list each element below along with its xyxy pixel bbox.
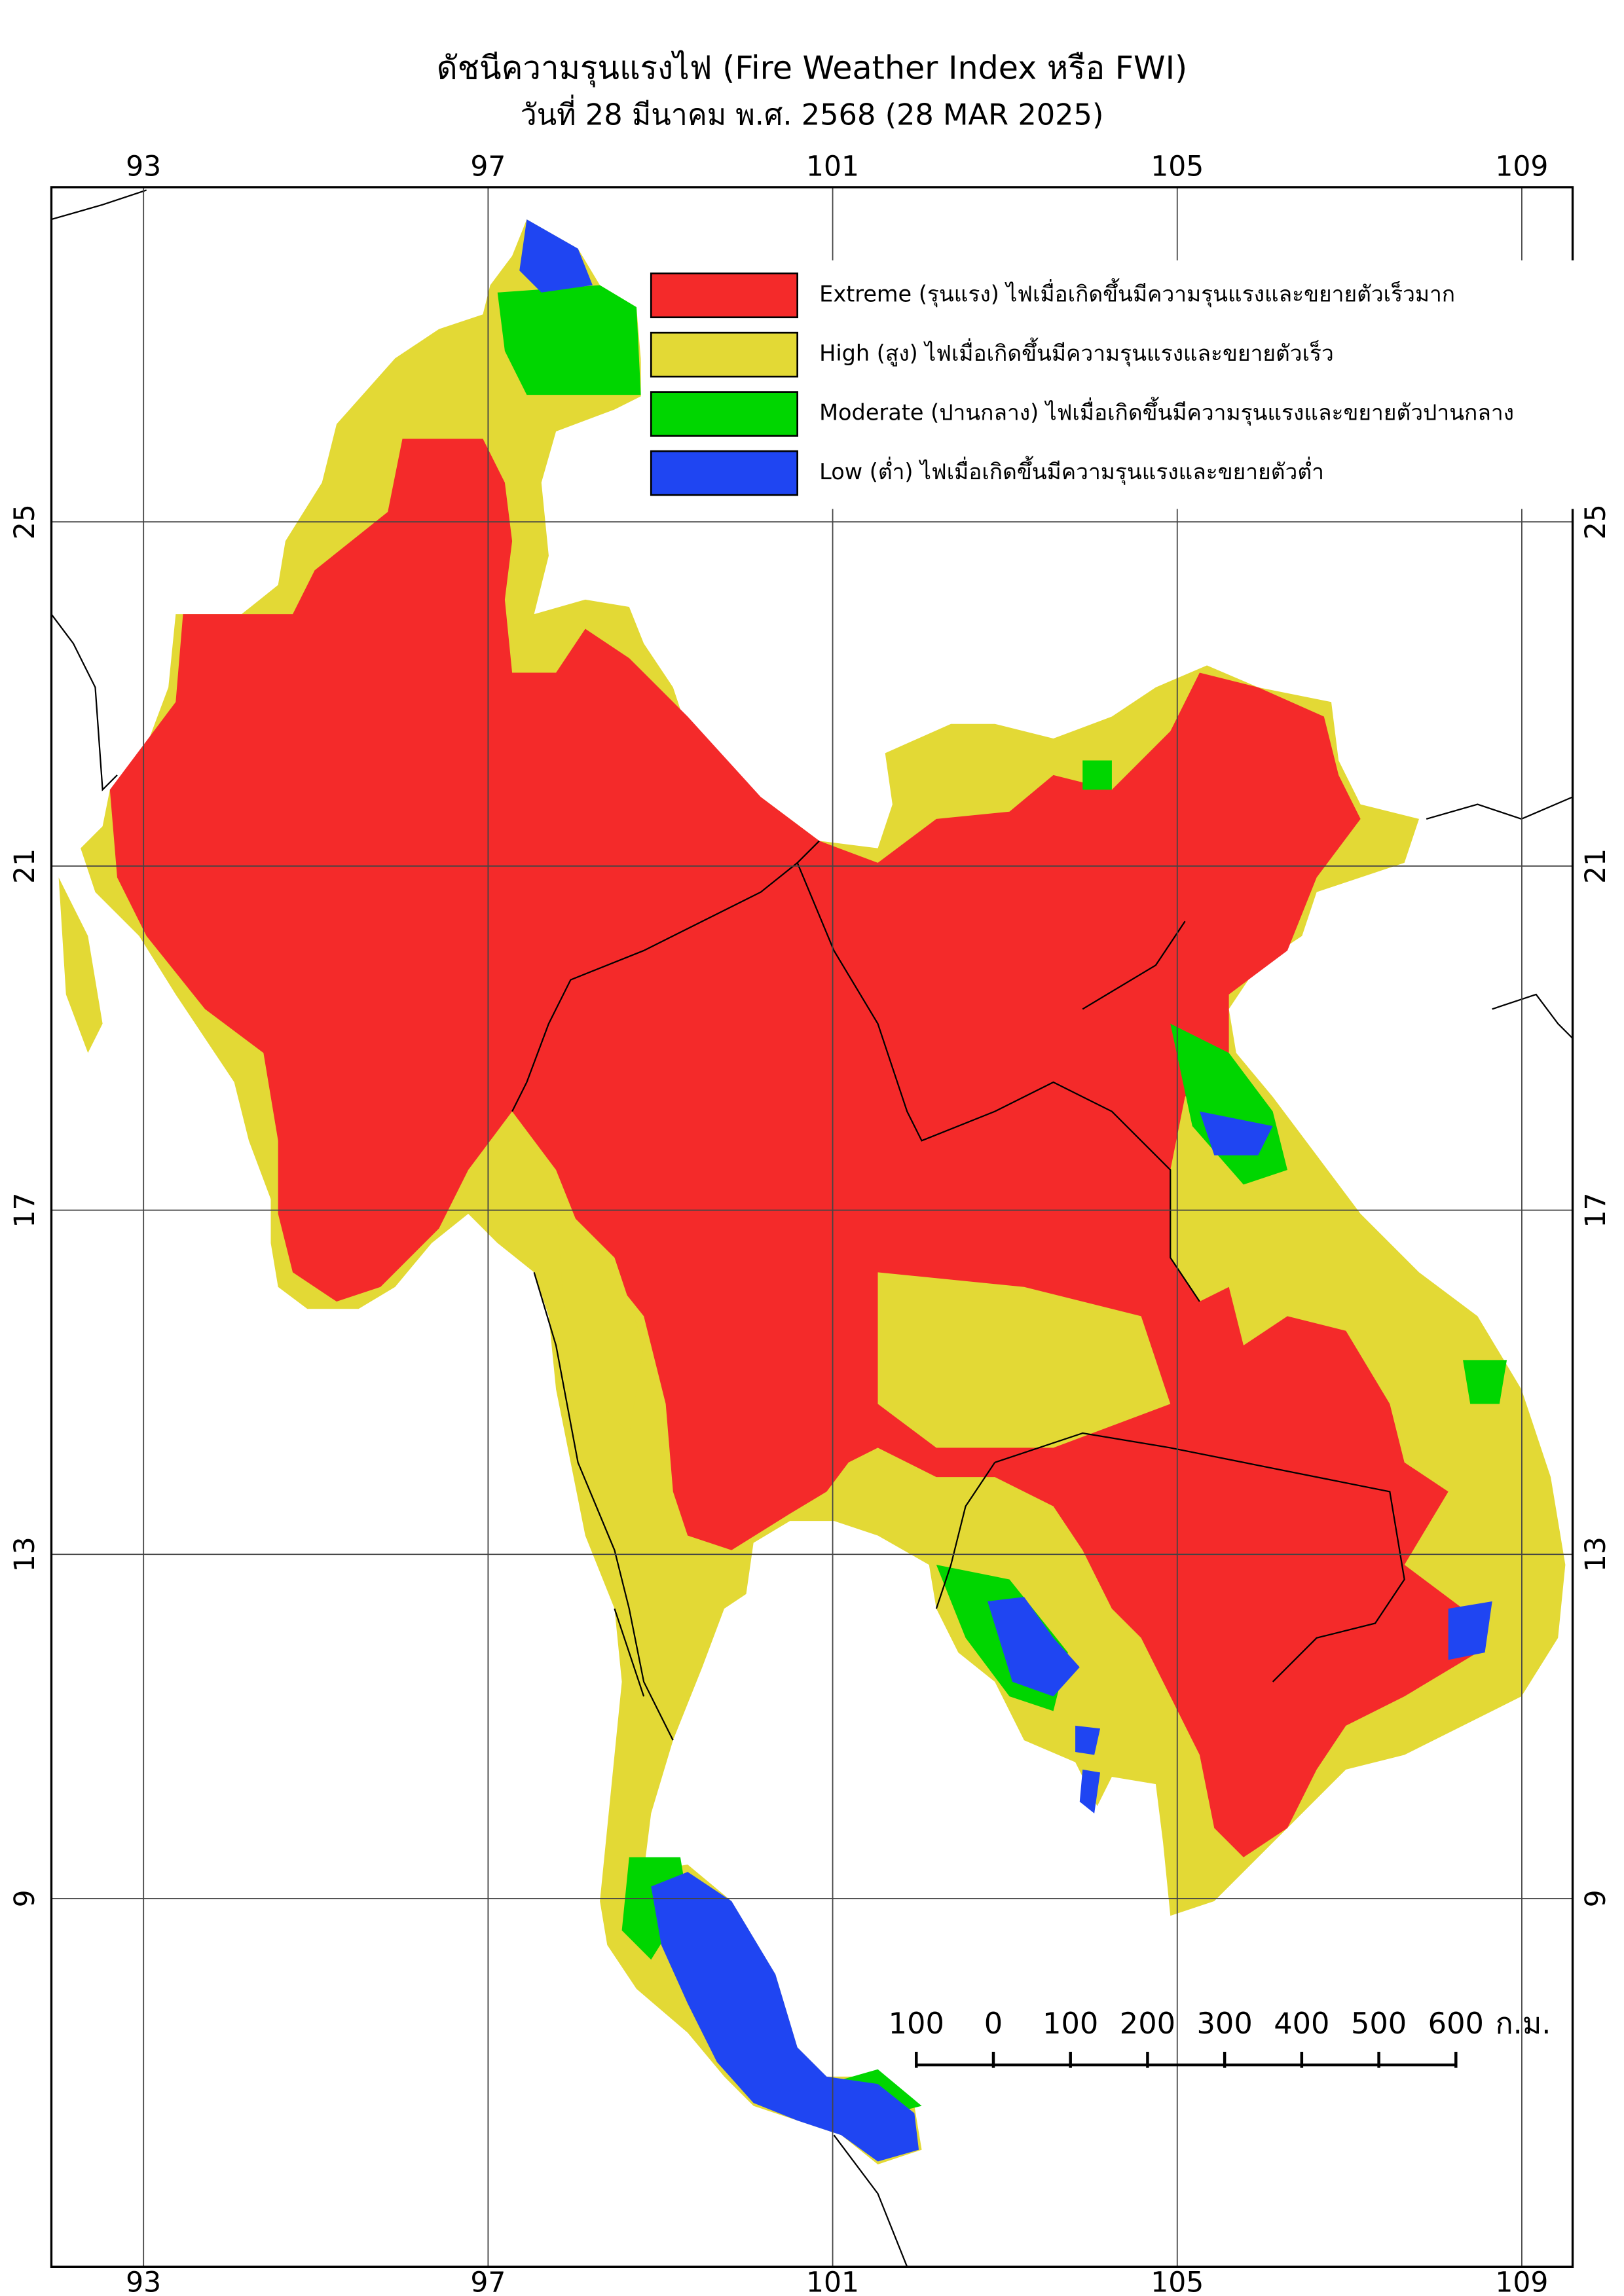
scale-label: 200: [1120, 2007, 1175, 2041]
y-tick-label: 21: [9, 848, 41, 884]
subtitle: วันที่ 28 มีนาคม พ.ศ. 2568 (28 MAR 2025): [521, 95, 1104, 132]
scale-label: 300: [1197, 2007, 1253, 2041]
y-tick-label: 17: [1580, 1192, 1612, 1228]
scale-label: 100: [1043, 2007, 1098, 2041]
x-tick-label: 109: [1495, 151, 1548, 183]
map-area: [51, 189, 1573, 2267]
coastline: [51, 189, 1573, 2267]
title: ดัชนีความรุนแรงไฟ (Fire Weather Index หร…: [437, 49, 1187, 88]
scale-label: 600: [1428, 2007, 1484, 2041]
x-tick-label: 93: [126, 151, 161, 183]
x-tick-label: 97: [470, 2267, 506, 2296]
x-tick-label: 101: [806, 2267, 859, 2296]
legend-label: Low (ต่ำ) ไฟเมื่อเกิดขึ้นมีความรุนแรงและ…: [819, 456, 1324, 485]
legend-swatch: [650, 450, 799, 496]
legend-label: Moderate (ปานกลาง) ไฟเมื่อเกิดขึ้นมีความ…: [819, 397, 1514, 426]
y-tick-label: 9: [1580, 1889, 1612, 1907]
y-tick-label: 9: [9, 1889, 41, 1907]
legend: Extreme (รุนแรง) ไฟเมื่อเกิดขึ้นมีความรุ…: [650, 272, 1514, 496]
y-tick-label: 13: [9, 1537, 41, 1572]
scale-unit: ก.ม.: [1496, 2007, 1551, 2041]
scale-label: 100: [889, 2007, 944, 2041]
map-frame: [50, 186, 1574, 2269]
legend-label: High (สูง) ไฟเมื่อเกิดขึ้นมีความรุนแรงแล…: [819, 337, 1334, 367]
legend-swatch: [650, 272, 799, 319]
x-tick-label: 105: [1151, 2267, 1204, 2296]
y-tick-label: 25: [1580, 504, 1612, 539]
land-extreme: [109, 439, 1478, 1857]
scale-label: 500: [1351, 2007, 1407, 2041]
x-tick-label: 97: [470, 151, 506, 183]
land-high: [58, 877, 1171, 1448]
legend-swatch: [650, 391, 799, 437]
legend-label: Extreme (รุนแรง) ไฟเมื่อเกิดขึ้นมีความรุ…: [819, 278, 1455, 308]
legend-swatch: [650, 331, 799, 378]
scale-label: 0: [984, 2007, 1003, 2041]
x-tick-label: 93: [126, 2267, 161, 2296]
y-tick-label: 25: [9, 504, 41, 539]
scale-label: 400: [1274, 2007, 1329, 2041]
x-tick-label: 105: [1151, 151, 1204, 183]
y-tick-label: 21: [1580, 848, 1612, 884]
graticule: [51, 187, 1573, 2267]
x-tick-label: 101: [806, 151, 859, 183]
x-tick-label: 109: [1495, 2267, 1548, 2296]
y-tick-label: 13: [1580, 1537, 1612, 1572]
y-tick-label: 17: [9, 1192, 41, 1228]
scale-bar: 100 0 100 200 300 400 500 600 ก.ม.: [889, 2007, 1551, 2068]
country-border: [511, 840, 1405, 1741]
